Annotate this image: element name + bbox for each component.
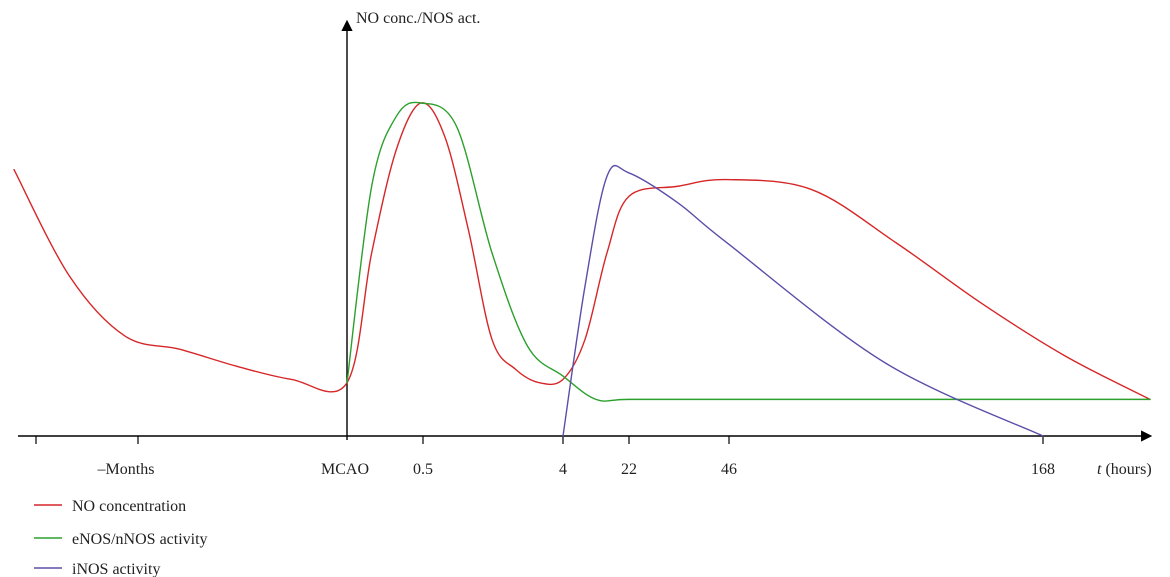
x-tick-label: 0.5	[413, 461, 433, 478]
series-line-no-concentration	[13, 102, 1151, 401]
legend-label-enos-nnos-activity: eNOS/nNOS activity	[72, 531, 208, 548]
x-tick-label: 46	[721, 461, 737, 478]
x-axis-unit: (hours)	[1101, 461, 1151, 478]
x-tick-label: 22	[621, 461, 637, 478]
legend-label-no-concentration: NO concentration	[72, 498, 186, 515]
x-axis-variable: t	[1097, 461, 1102, 478]
series-curves	[13, 101, 1151, 437]
x-tick-labels: –Months MCAO 0.5 4 22 46 168	[97, 461, 1055, 478]
legend: NO concentration eNOS/nNOS activity iNOS…	[34, 498, 208, 577]
x-tick-label: 4	[559, 461, 567, 478]
x-tick-label: MCAO	[321, 461, 369, 478]
x-tick-label: –Months	[97, 461, 155, 478]
x-axis-label: t (hours)	[1097, 461, 1152, 478]
y-axis-label: NO conc./NOS act.	[356, 10, 480, 27]
x-ticks	[35, 436, 1044, 444]
legend-label-inos-activity: iNOS activity	[72, 561, 160, 577]
series-line-enos-nnos-activity	[346, 101, 1151, 402]
x-tick-label: 168	[1031, 461, 1055, 478]
series-line-inos-activity	[562, 165, 1044, 437]
